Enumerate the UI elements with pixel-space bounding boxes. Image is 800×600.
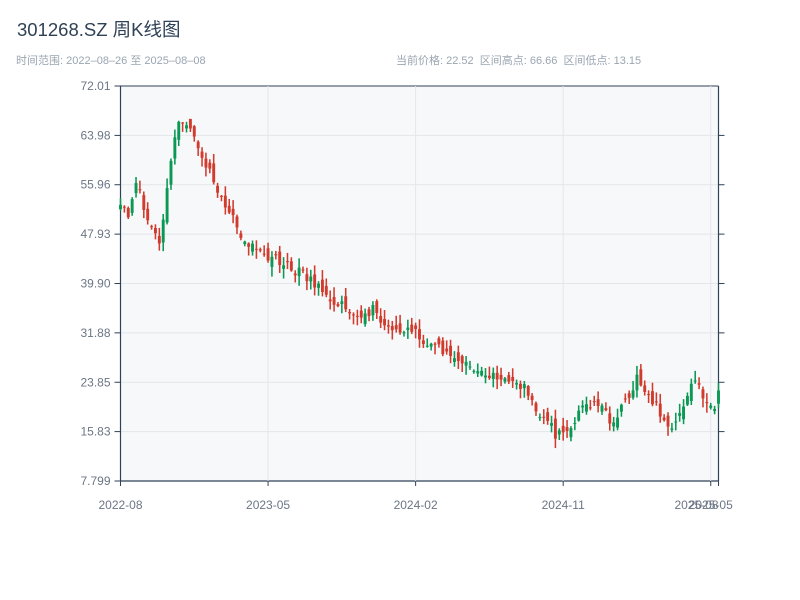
svg-text:7.799: 7.799 — [80, 474, 110, 488]
svg-text:47.93: 47.93 — [80, 227, 110, 241]
svg-text:23.85: 23.85 — [80, 375, 110, 389]
svg-text:2022-08: 2022-08 — [98, 498, 142, 512]
svg-text:31.88: 31.88 — [80, 326, 110, 340]
svg-text:2024-11: 2024-11 — [542, 498, 585, 512]
svg-text:63.98: 63.98 — [80, 128, 110, 142]
svg-text:15.83: 15.83 — [80, 425, 110, 439]
svg-text:2023-05: 2023-05 — [246, 498, 290, 512]
svg-text:39.90: 39.90 — [80, 277, 110, 291]
svg-text:72.01: 72.01 — [80, 79, 110, 93]
svg-text:55.96: 55.96 — [80, 178, 110, 192]
svg-text:2025-08: 2025-08 — [674, 498, 718, 512]
svg-text:2024-02: 2024-02 — [394, 498, 438, 512]
